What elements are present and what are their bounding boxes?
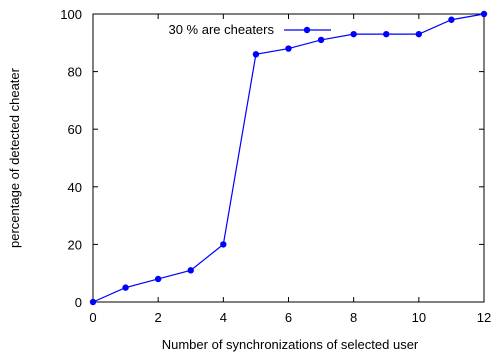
legend: 30 % are cheaters <box>168 22 331 37</box>
data-point <box>285 45 292 52</box>
data-point <box>350 30 357 38</box>
x-tick-label: 10 <box>412 310 426 325</box>
series-line <box>92 13 485 303</box>
x-tick-label: 12 <box>477 310 491 325</box>
data-point <box>480 10 488 18</box>
data-point <box>317 36 325 44</box>
tick-labels: 0 2 4 6 8 10 12 0 20 40 60 80 100 <box>60 7 491 325</box>
data-point <box>448 16 455 23</box>
x-axis-label: Number of synchronizations of selected u… <box>162 337 419 352</box>
data-point <box>154 275 162 283</box>
x-tick-label: 8 <box>350 310 357 325</box>
x-tick-label: 0 <box>89 310 96 325</box>
plot-frame <box>92 13 485 303</box>
data-point <box>89 298 97 306</box>
data-point <box>383 30 390 38</box>
data-point <box>415 30 423 38</box>
y-tick-label: 100 <box>60 7 82 22</box>
x-tick-label: 6 <box>285 310 292 325</box>
data-point <box>220 241 227 248</box>
y-tick-label: 20 <box>68 237 82 252</box>
data-point <box>187 267 194 274</box>
data-point <box>122 284 129 291</box>
data-point <box>252 51 260 58</box>
plot-border <box>92 13 485 303</box>
y-tick-label: 40 <box>68 180 82 195</box>
axis-ticks <box>92 13 485 303</box>
y-tick-label: 0 <box>75 295 82 310</box>
series-layer <box>89 10 488 306</box>
y-tick-label: 60 <box>68 122 82 137</box>
x-tick-label: 2 <box>155 310 162 325</box>
legend-label: 30 % are cheaters <box>168 22 274 37</box>
x-tick-label: 4 <box>220 310 227 325</box>
legend-marker <box>303 26 311 34</box>
y-axis-label: percentage of detected cheater <box>7 67 22 248</box>
y-tick-label: 80 <box>68 65 82 80</box>
